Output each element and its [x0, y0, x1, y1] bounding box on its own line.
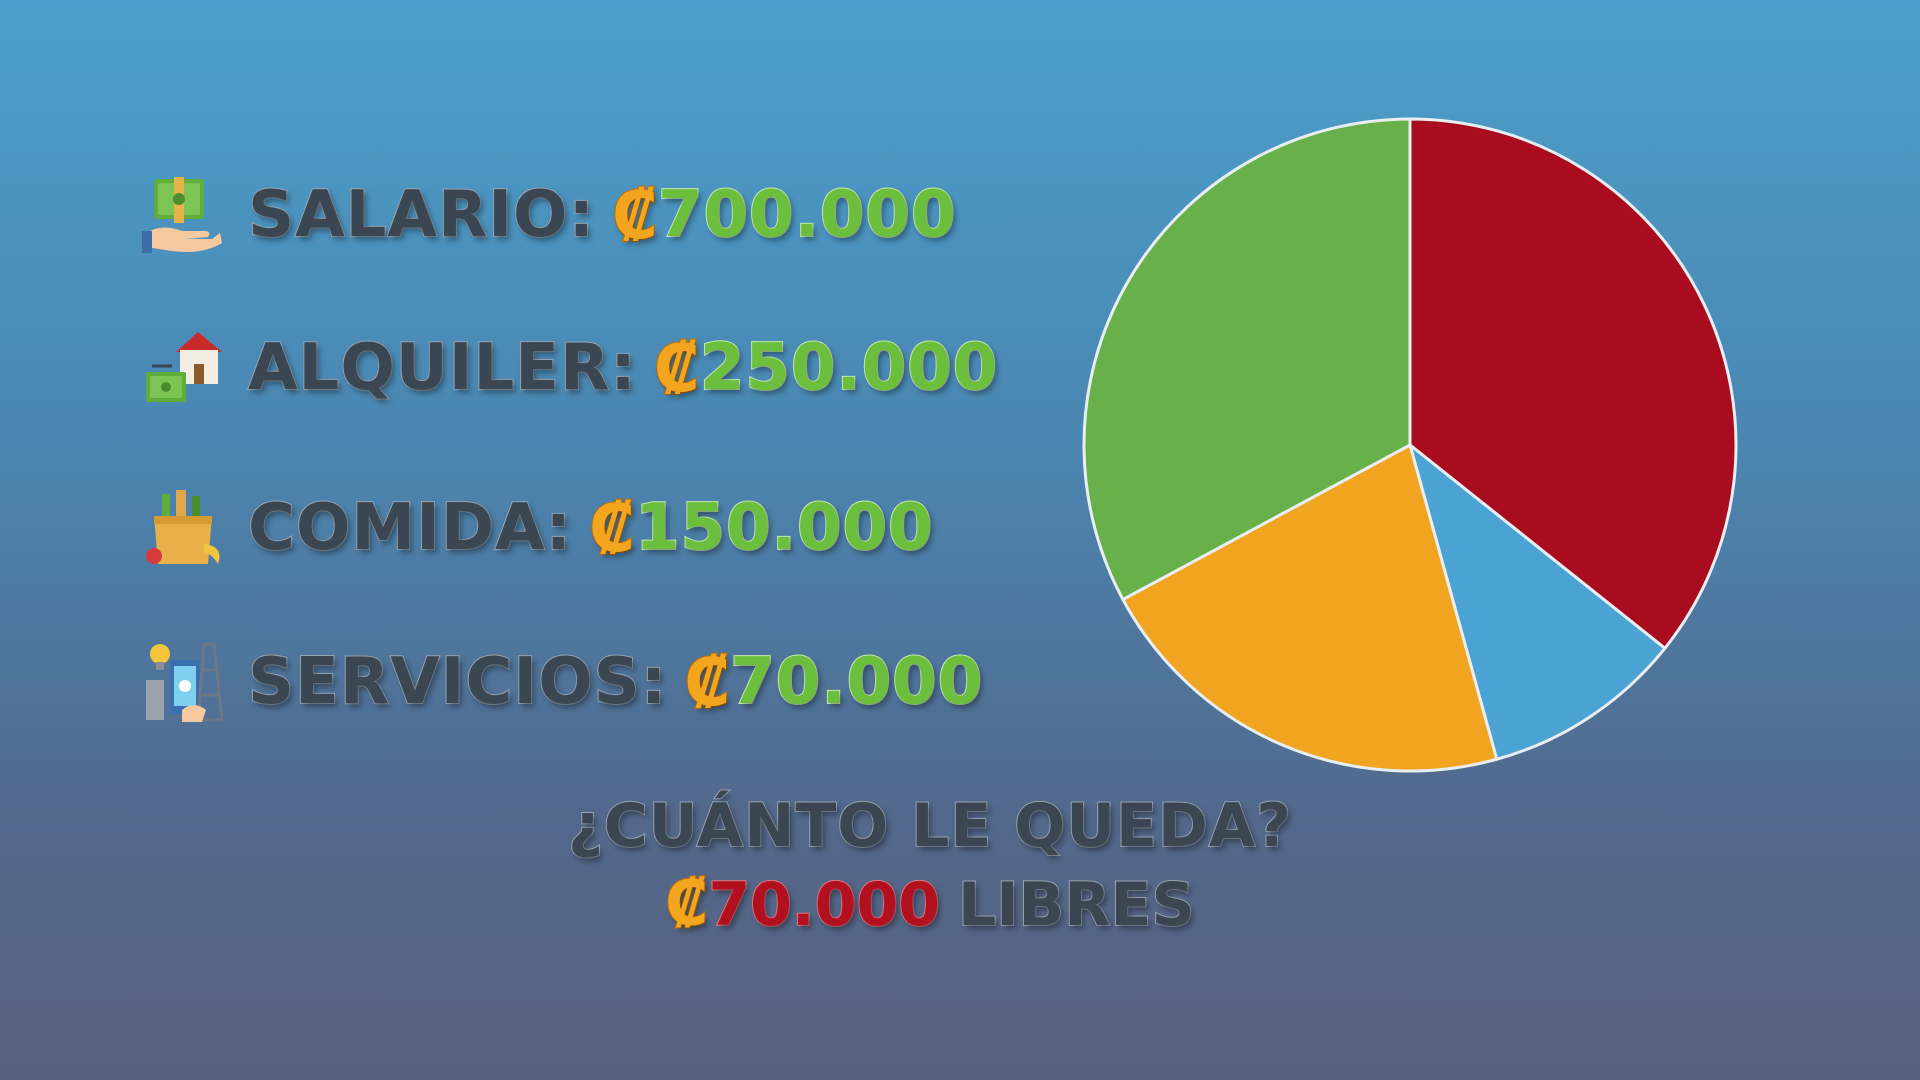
item-label: COMIDA [247, 490, 546, 566]
pie-slice-alquiler [1408, 117, 1738, 650]
currency-symbol: ₡ [683, 643, 731, 722]
question-text: ¿CUÁNTO LE QUEDA? [567, 790, 1293, 862]
answer-line: ₡70.000 LIBRES [0, 867, 1890, 956]
answer-amount: 70.000 [707, 869, 941, 941]
utilities-bulb-phone-tower-icon [146, 642, 224, 722]
item-amount: 700.000 [657, 177, 957, 253]
food-row: COMIDA : ₡ 150.000 [142, 478, 934, 578]
salary-money-hand-icon [142, 177, 222, 253]
item-amount: 70.000 [729, 644, 984, 720]
rent-house-money-icon [146, 332, 222, 402]
separator: : [609, 330, 637, 406]
item-label: SERVICIOS [247, 644, 641, 720]
separator: : [545, 490, 573, 566]
item-label: ALQUILER [247, 330, 611, 406]
expense-pie-chart [1082, 117, 1738, 773]
currency-symbol: ₡ [653, 329, 701, 408]
services-row: SERVICIOS : ₡ 70.000 [142, 632, 983, 732]
currency-symbol: ₡ [588, 489, 636, 568]
pie-slice-servicios [1408, 443, 1667, 761]
item-amount: 250.000 [699, 330, 999, 406]
answer-currency-symbol: ₡ [664, 867, 709, 941]
salary-row: SALARIO : ₡ 700.000 [142, 165, 956, 265]
separator: : [640, 644, 668, 720]
question-heading: ¿CUÁNTO LE QUEDA? [0, 790, 1890, 862]
item-amount: 150.000 [634, 490, 934, 566]
separator: : [567, 177, 595, 253]
pie-slice-comida [1121, 443, 1499, 773]
item-label: SALARIO [247, 177, 569, 253]
groceries-bag-icon [146, 490, 220, 564]
pie-slice-libres [1082, 117, 1412, 601]
rent-row: ALQUILER : ₡ 250.000 [142, 318, 998, 418]
currency-symbol: ₡ [611, 176, 659, 255]
answer-word: LIBRES [957, 869, 1196, 941]
